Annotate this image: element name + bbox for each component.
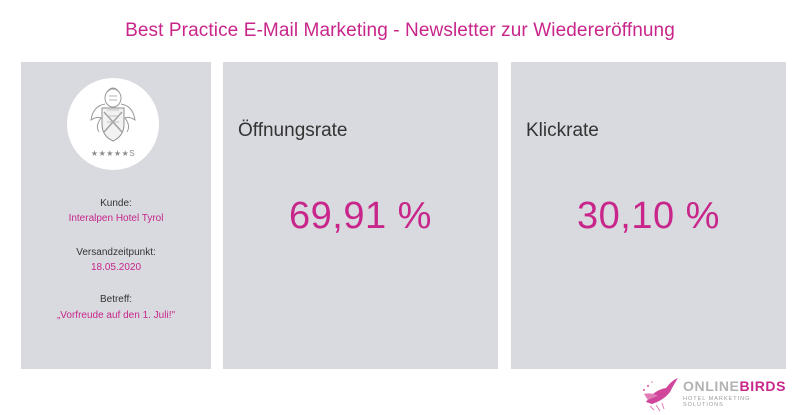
kunde-label: Kunde: <box>100 198 132 209</box>
brand-name-part1: ONLINE <box>683 378 740 394</box>
brand-name-part2: BIRDS <box>739 378 787 394</box>
click-rate-label: Klickrate <box>526 120 599 141</box>
betreff-label: Betreff: <box>99 294 133 305</box>
click-rate-value: 30,10 % <box>577 195 720 237</box>
versand-label: Versandzeitpunkt: <box>76 247 156 258</box>
hotel-stars: ★★★★★S <box>90 149 136 158</box>
click-rate-card: Klickrate 30,10 % <box>511 62 786 369</box>
brand-name: ONLINEBIRDS <box>683 378 786 394</box>
betreff-value: „Vorfreude auf den 1. Juli!" <box>56 310 176 321</box>
open-rate-value: 69,91 % <box>289 195 432 237</box>
hotel-logo: ★★★★★S <box>67 78 159 170</box>
versand-value: 18.05.2020 <box>90 262 142 273</box>
open-rate-card: Öffnungsrate 69,91 % <box>223 62 498 369</box>
kunde-value: Interalpen Hotel Tyrol <box>68 213 164 224</box>
open-rate-label: Öffnungsrate <box>238 120 348 141</box>
bird-icon <box>643 378 678 412</box>
client-info-card: ★★★★★S Kunde: Interalpen Hotel Tyrol Ver… <box>21 62 211 369</box>
onlinebirds-logo: ONLINEBIRDS HOTEL MARKETING SOLUTIONS <box>640 372 790 412</box>
brand-tagline: HOTEL MARKETING SOLUTIONS <box>683 396 751 408</box>
crest-icon <box>90 87 136 142</box>
page-title: Best Practice E-Mail Marketing - Newslet… <box>125 20 675 41</box>
